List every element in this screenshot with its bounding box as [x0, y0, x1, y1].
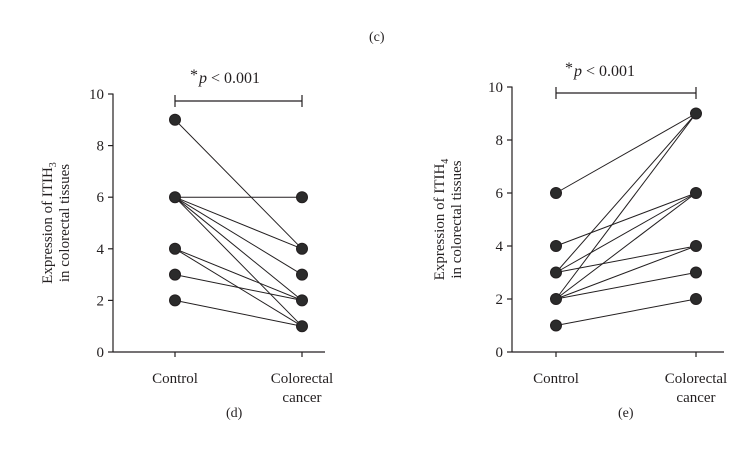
e-paired-line — [555, 192, 697, 247]
e-cancer-point — [690, 266, 702, 279]
d-y-tick-label: 10 — [89, 87, 104, 103]
e-control-point — [550, 187, 562, 199]
caption-d: (d) — [226, 406, 243, 421]
d-significance-label: *p < 0.001 — [190, 67, 260, 87]
d-x-category-label: Control — [152, 371, 198, 387]
d-significance-bracket — [174, 95, 303, 107]
e-y-tick-label: 2 — [496, 292, 504, 308]
d-paired-line — [174, 299, 303, 327]
d-x-category-label: Colorectal — [271, 371, 333, 387]
e-cancer-point — [690, 107, 702, 120]
d-y-label-line1: Expression of ITIH3 — [40, 162, 59, 284]
d-control-point — [169, 191, 181, 204]
d-y-tick-label: 2 — [97, 293, 105, 309]
e-control-point — [550, 266, 562, 279]
e-x-category-label: Colorectal — [665, 371, 727, 387]
e-paired-line — [555, 272, 697, 300]
d-paired-line — [174, 196, 303, 327]
d-paired-line — [174, 248, 303, 301]
e-y-tick-label: 4 — [496, 239, 504, 255]
e-y-tick-label: 6 — [496, 186, 504, 202]
d-cancer-point — [296, 242, 308, 255]
d-y-tick-label: 8 — [97, 139, 105, 155]
d-paired-line — [174, 274, 303, 301]
e-y-label-line2: in colorectal tissues — [449, 160, 465, 278]
d-y-label-line2: in colorectal tissues — [57, 164, 73, 282]
d-paired-line — [174, 119, 303, 250]
e-y-tick-label: 0 — [496, 345, 504, 361]
e-paired-line — [555, 113, 697, 194]
caption-e: (e) — [618, 406, 634, 421]
e-paired-line — [555, 113, 697, 300]
d-control-point — [169, 294, 181, 307]
d-control-point — [169, 268, 181, 281]
e-x-category-label: Control — [533, 371, 579, 387]
e-control-point — [550, 293, 562, 305]
d-y-tick-label: 0 — [97, 345, 105, 361]
e-y-tick-label: 10 — [488, 80, 503, 96]
d-paired-line — [174, 196, 303, 301]
d-y-tick-label: 6 — [97, 190, 105, 206]
d-cancer-point — [296, 320, 308, 333]
e-x-category-label: cancer — [676, 390, 715, 406]
e-significance-bracket — [555, 87, 697, 99]
d-y-tick-label: 4 — [97, 242, 105, 258]
caption-c: (c) — [369, 30, 385, 45]
e-paired-line — [555, 113, 697, 273]
e-paired-line — [555, 245, 697, 273]
d-control-point — [169, 113, 181, 126]
d-cancer-point — [296, 268, 308, 281]
e-paired-line — [555, 192, 697, 300]
e-y-tick-label: 8 — [496, 133, 504, 149]
d-cancer-point — [296, 294, 308, 307]
e-control-point — [550, 240, 562, 252]
e-cancer-point — [690, 187, 702, 199]
d-x-category-label: cancer — [282, 390, 321, 406]
e-cancer-point — [690, 240, 702, 252]
e-paired-line — [555, 192, 697, 273]
e-y-label-line1: Expression of ITIH4 — [432, 159, 451, 281]
d-paired-line — [174, 196, 303, 276]
e-paired-line — [555, 245, 697, 300]
e-significance-label: *p < 0.001 — [565, 60, 635, 80]
e-paired-line — [555, 298, 697, 326]
d-paired-line — [174, 196, 303, 250]
e-cancer-point — [690, 293, 702, 305]
e-control-point — [550, 319, 562, 332]
d-control-point — [169, 242, 181, 255]
d-cancer-point — [296, 191, 308, 204]
